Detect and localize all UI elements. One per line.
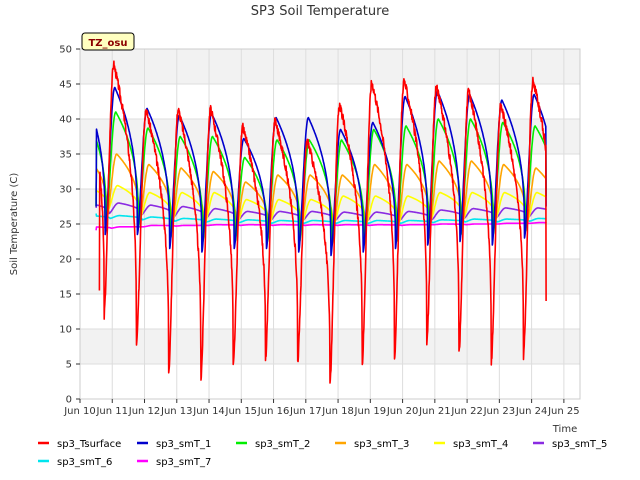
- y-tick-label: 40: [59, 115, 72, 126]
- y-tick-label: 20: [59, 255, 72, 266]
- x-tick-label: Jun 17: [289, 406, 322, 417]
- plot-band: [80, 49, 580, 84]
- y-tick-label: 45: [59, 80, 72, 91]
- y-tick-label: 0: [66, 395, 72, 406]
- legend-label: sp3_smT_7: [156, 457, 211, 468]
- y-tick-label: 25: [59, 220, 72, 231]
- x-tick-label: Jun 13: [160, 406, 193, 417]
- x-tick-label: Jun 22: [450, 406, 483, 417]
- x-axis-ticks: Jun 10 Jun 11 Jun 12 Jun 13 Jun 14 Jun 15 Jun …: [63, 399, 580, 417]
- y-tick-label: 50: [59, 45, 72, 56]
- legend-label: sp3_smT_6: [57, 457, 112, 468]
- tz-annotation-box: [81, 32, 135, 51]
- x-tick-label: Jun 10: [63, 406, 96, 417]
- y-tick-label: 30: [59, 185, 72, 196]
- y-tick-label: 35: [59, 150, 72, 161]
- series-lines: [95, 60, 547, 384]
- x-tick-label: Jun 25: [547, 406, 580, 417]
- series-line-sp3-Tsurface: [98, 60, 547, 384]
- x-tick-label: Jun 19: [354, 406, 387, 417]
- legend-label: sp3_smT_5: [552, 439, 607, 450]
- x-tick-label: Jun 23: [483, 406, 516, 417]
- legend-label: sp3_smT_1: [156, 439, 211, 450]
- x-tick-label: Jun 14: [192, 406, 225, 417]
- x-axis-label: Time: [552, 424, 577, 435]
- legend-label: sp3_smT_2: [255, 439, 310, 450]
- tz-annotation-label: TZ_osu: [88, 38, 127, 49]
- x-tick-label: Jun 11: [95, 406, 128, 417]
- tz-annotation: TZ_osu: [81, 32, 135, 51]
- legend-label: sp3_smT_4: [453, 439, 508, 450]
- x-tick-label: Jun 16: [257, 406, 290, 417]
- y-tick-label: 10: [59, 325, 72, 336]
- y-tick-label: 5: [66, 360, 72, 371]
- y-axis-label: Soil Temperature (C): [9, 173, 20, 276]
- series-line-sp3-smT-3: [95, 153, 547, 232]
- x-tick-label: Jun 12: [128, 406, 161, 417]
- plot-band: [80, 259, 580, 294]
- legend-label: sp3_Tsurface: [57, 439, 121, 450]
- legend: sp3_Tsurface sp3_smT_1 sp3_smT_2 sp3_smT_3 s…: [38, 439, 607, 468]
- x-tick-label: Jun 20: [386, 406, 419, 417]
- x-tick-label: Jun 24: [515, 406, 548, 417]
- plot-band: [80, 119, 580, 154]
- legend-label: sp3_smT_3: [354, 439, 409, 450]
- x-tick-label: Jun 18: [321, 406, 354, 417]
- x-tick-label: Jun 15: [225, 406, 258, 417]
- chart-title: SP3 Soil Temperature: [251, 4, 389, 19]
- x-tick-label: Jun 21: [418, 406, 451, 417]
- y-axis-ticks: 0 5 10 15 20 25 30 35 40 45 50: [59, 45, 80, 406]
- y-tick-label: 15: [59, 290, 72, 301]
